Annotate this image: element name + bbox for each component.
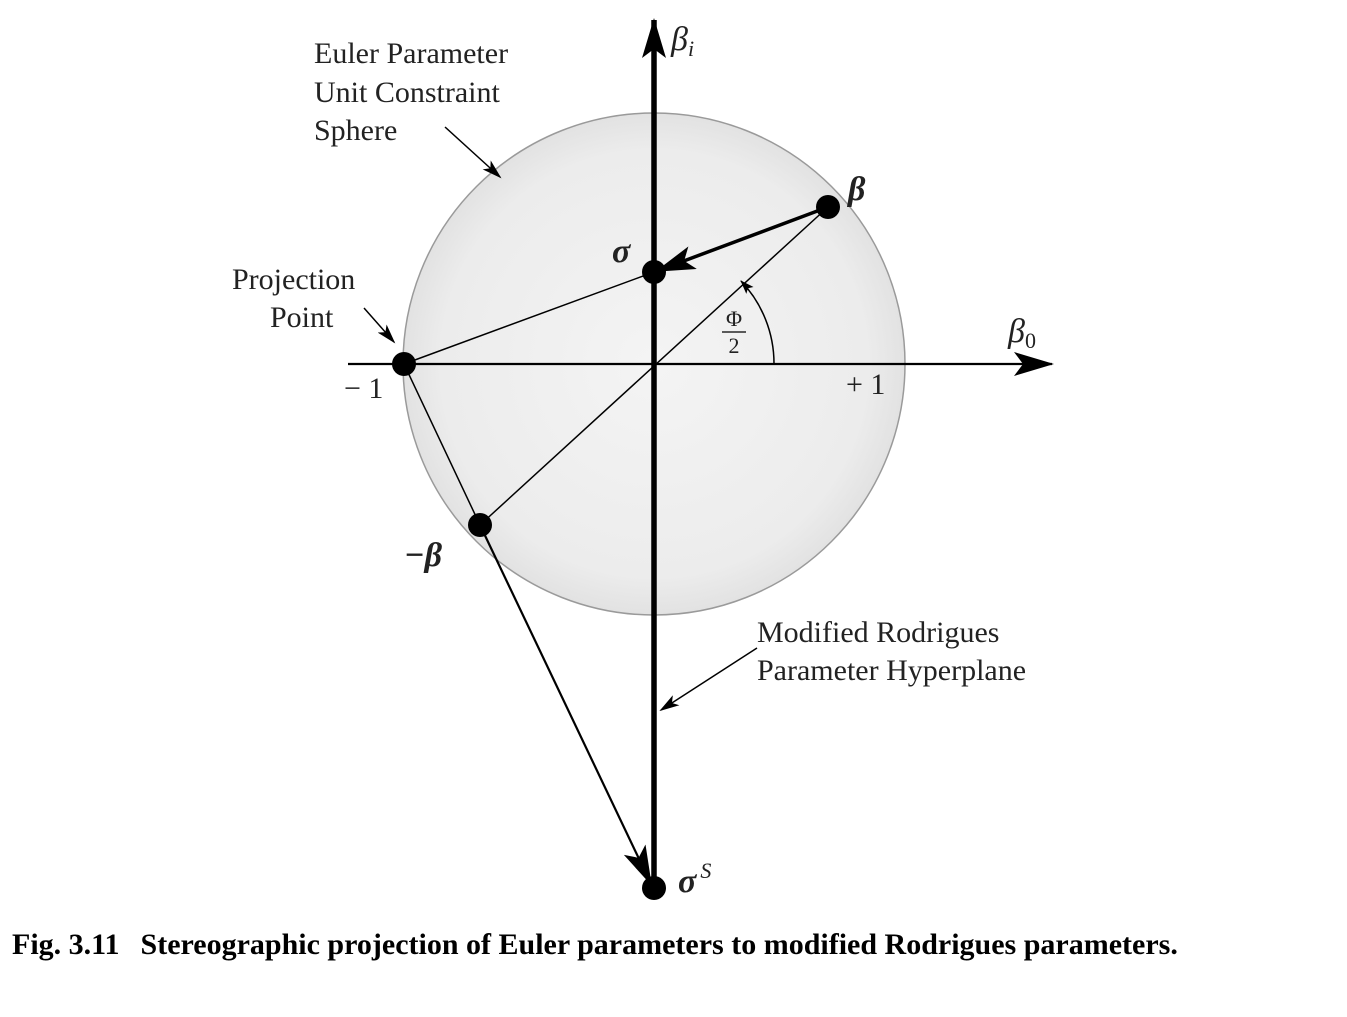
caption-text: Stereographic projection of Euler parame… xyxy=(140,928,1178,961)
beta-point xyxy=(816,195,840,219)
arrow-neg-beta-to-shadow-sigma xyxy=(479,524,652,886)
angle-arc xyxy=(740,280,775,365)
sigma-label: σ xyxy=(612,233,632,270)
neg-beta-label: −β xyxy=(404,537,443,574)
line-projection-to-neg-beta xyxy=(403,363,481,526)
projection-line-to-sigma xyxy=(403,271,655,365)
neg-beta-point xyxy=(468,513,492,537)
hyperplane-label-pointer xyxy=(659,647,758,712)
beta-i-axis-label: βi xyxy=(670,21,694,61)
arrow-beta-to-sigma xyxy=(655,205,829,273)
hyperplane-label-line2: Parameter Hyperplane xyxy=(757,654,1026,687)
tick-minus-one: − 1 xyxy=(344,372,383,405)
hyperplane-label-line1: Modified Rodrigues xyxy=(757,616,999,649)
tick-plus-one: + 1 xyxy=(846,368,885,401)
beta-label: β xyxy=(846,171,866,208)
beta-0-axis-label: β0 xyxy=(1007,313,1036,353)
projection-label-line1: Projection xyxy=(232,263,355,296)
sphere-label-line3: Sphere xyxy=(314,114,397,147)
shadow-sigma-point xyxy=(642,876,666,900)
projection-point xyxy=(392,352,416,376)
projection-label-pointer xyxy=(363,307,396,344)
angle-denominator: 2 xyxy=(729,333,740,358)
sphere-label-line1: Euler Parameter xyxy=(314,37,508,70)
sphere-label-line2: Unit Constraint xyxy=(314,76,500,109)
figure-caption: Fig. 3.11 Stereographic projection of Eu… xyxy=(12,924,1330,966)
angle-numerator: Φ xyxy=(726,306,742,331)
sigma-point xyxy=(642,260,666,284)
projection-label-line2: Point xyxy=(270,301,334,334)
sphere-label-pointer xyxy=(444,126,502,179)
caption-label: Fig. 3.11 xyxy=(12,928,120,961)
